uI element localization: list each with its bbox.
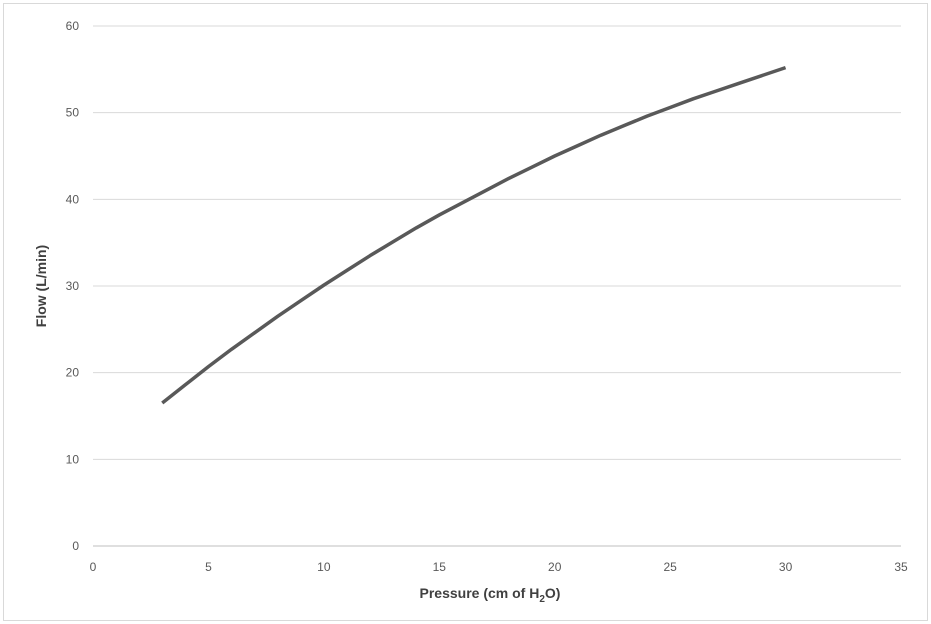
x-tick-label: 20	[548, 560, 562, 574]
x-axis-title: Pressure (cm of H2O)	[420, 585, 561, 605]
x-tick-label: 10	[317, 560, 331, 574]
y-tick-label: 10	[66, 452, 80, 466]
series-layer	[161, 65, 787, 405]
series-line	[161, 65, 787, 405]
chart-area	[3, 3, 928, 621]
x-tick-label: 35	[894, 560, 908, 574]
x-tick-label: 5	[205, 560, 212, 574]
y-tick-label: 60	[66, 19, 80, 33]
x-tick-label: 0	[90, 560, 97, 574]
y-tick-label: 50	[66, 106, 80, 120]
y-tick-label: 40	[66, 192, 80, 206]
tick-labels: 0 10 20 30 40 50 60 0 5 10 15 20 25 30 35	[66, 19, 908, 574]
x-axis-title-subscript: 2	[539, 594, 545, 605]
y-tick-label: 30	[66, 279, 80, 293]
x-tick-label: 15	[433, 560, 447, 574]
y-tick-label: 0	[72, 539, 79, 553]
x-tick-label: 25	[663, 560, 677, 574]
y-tick-label: 20	[66, 366, 80, 380]
gridlines	[93, 25, 901, 460]
y-axis-title: Flow (L/min)	[33, 245, 49, 327]
x-axis-title-prefix: Pressure (cm of H	[420, 585, 540, 601]
x-axis-title-suffix: O)	[545, 585, 561, 601]
x-tick-label: 30	[779, 560, 793, 574]
